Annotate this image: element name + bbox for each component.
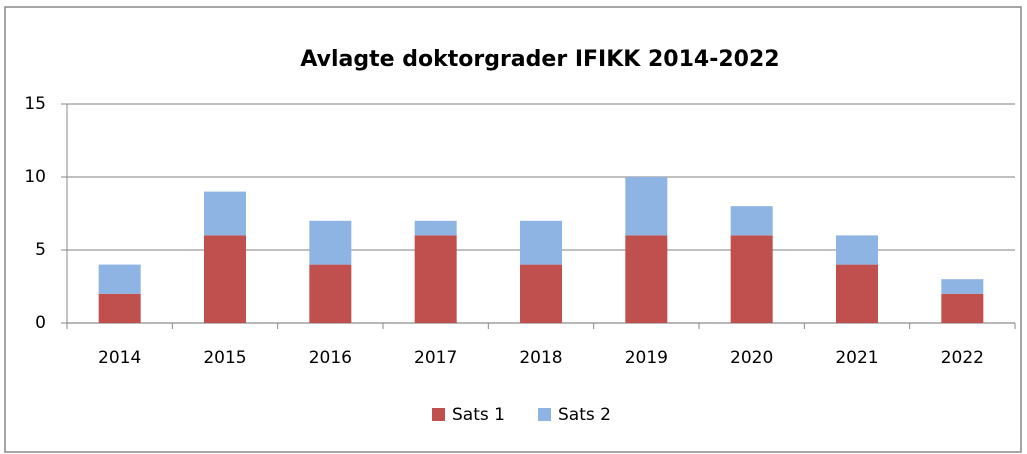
bar-segment xyxy=(625,177,668,236)
legend-swatch xyxy=(432,408,445,421)
x-tick-label: 2020 xyxy=(730,348,773,368)
bar-segment xyxy=(204,235,246,323)
bar-segment xyxy=(625,235,668,323)
bar-segment xyxy=(730,206,773,236)
chart-title: Avlagte doktorgrader IFIKK 2014-2022 xyxy=(300,47,779,72)
y-tick-label: 10 xyxy=(24,167,46,187)
bar-segment xyxy=(836,235,878,265)
bar-segment xyxy=(941,279,984,294)
legend-label: Sats 1 xyxy=(452,405,505,425)
x-tick-label: 2014 xyxy=(98,348,141,368)
y-tick-label: 0 xyxy=(35,313,46,333)
bar-segment xyxy=(414,235,457,323)
legend-swatch xyxy=(538,408,551,421)
bar-segment xyxy=(309,264,352,323)
legend-label: Sats 2 xyxy=(558,405,611,425)
bar-segment xyxy=(414,220,457,236)
bar-segment xyxy=(98,264,141,294)
x-tick-label: 2021 xyxy=(835,348,878,368)
x-tick-label: 2017 xyxy=(414,348,457,368)
x-tick-label: 2019 xyxy=(625,348,668,368)
bar-segment xyxy=(836,264,878,323)
chart-frame xyxy=(4,6,1022,453)
bar-segment xyxy=(520,264,562,323)
y-tick-label: 5 xyxy=(35,240,46,260)
bar-segment xyxy=(98,293,141,323)
bar-segment xyxy=(941,293,984,323)
bar-segment xyxy=(730,235,773,323)
y-tick-label: 15 xyxy=(24,94,46,114)
bar-segment xyxy=(204,191,246,236)
bar-segment xyxy=(309,220,352,265)
bar-segment xyxy=(520,220,562,265)
x-tick-label: 2022 xyxy=(941,348,984,368)
x-tick-label: 2018 xyxy=(519,348,562,368)
x-tick-label: 2016 xyxy=(309,348,352,368)
x-tick-label: 2015 xyxy=(203,348,246,368)
